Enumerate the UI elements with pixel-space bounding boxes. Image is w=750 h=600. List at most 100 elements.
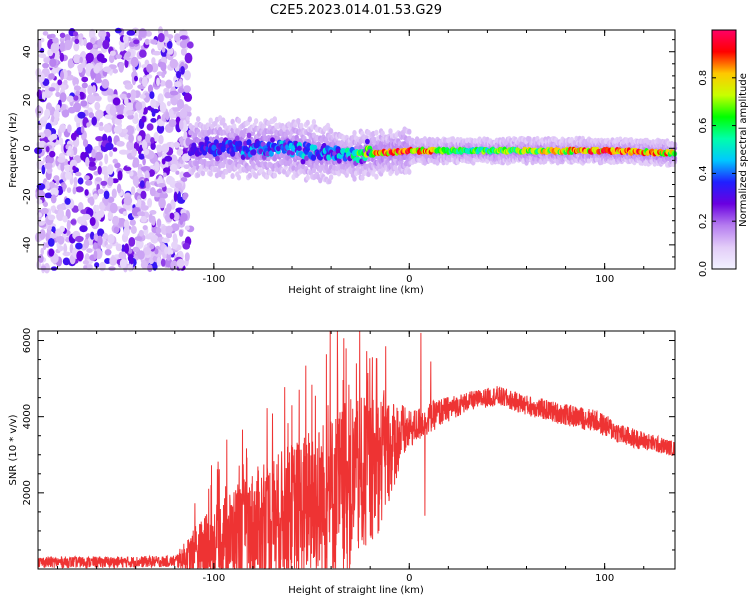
snr-frame	[37, 330, 676, 570]
spectrogram-cell	[129, 219, 136, 226]
spectrogram-cell	[68, 106, 76, 114]
spectrogram-cell	[101, 78, 110, 89]
spectrogram-cell	[165, 175, 175, 185]
snr-x-label: Height of straight line (km)	[288, 585, 424, 596]
spectrogram-cell	[80, 125, 85, 134]
spectrogram-cell	[166, 40, 173, 49]
spectrogram-cell	[180, 48, 187, 56]
spectrogram-cell	[99, 261, 106, 272]
spectrogram-cell	[310, 154, 317, 161]
spectrogram-cell	[173, 191, 178, 203]
spectrogram-cell	[149, 187, 156, 197]
spectrogram-cell	[93, 65, 100, 74]
spectrogram-cell	[77, 63, 83, 73]
spectrogram-cell	[114, 27, 122, 34]
spectrogram-y-tick-label: 20	[22, 94, 33, 107]
spectrogram-cell	[59, 37, 65, 43]
spectrogram-cell	[251, 149, 257, 156]
spectrogram-cell	[50, 42, 59, 54]
spectrogram-cell	[374, 129, 379, 136]
spectrogram-cell	[94, 101, 101, 111]
spectrogram-cell	[208, 117, 213, 124]
spectrogram-cell	[103, 190, 110, 200]
spectrogram-cell	[103, 198, 109, 206]
spectrogram-cell	[221, 117, 226, 124]
spectrogram-cell	[135, 101, 143, 111]
spectrogram-cell	[140, 190, 147, 200]
spectrogram-cell	[365, 138, 370, 145]
spectrogram-cell	[60, 103, 67, 111]
spectrogram-cell	[75, 242, 83, 250]
spectrogram-cell	[38, 254, 44, 263]
spectrogram-cell	[107, 93, 112, 103]
spectrogram-cell	[93, 146, 101, 151]
spectrogram-cell	[163, 167, 171, 173]
spectrogram-cell	[47, 238, 55, 247]
spectrogram-cell	[204, 136, 210, 142]
spectrogram-cell	[115, 243, 123, 252]
spectrogram-cell	[176, 70, 182, 79]
spectrogram-cell	[111, 178, 119, 184]
spectrogram-cell	[97, 228, 105, 237]
spectrogram-cell	[155, 227, 162, 234]
spectrogram-panel: -100 0 100 -40 -20 0 20 40 Height of straight …	[8, 26, 678, 296]
spectrogram-cell	[129, 257, 134, 265]
spectrogram-cell	[156, 77, 160, 87]
spectrogram-cell	[90, 37, 96, 45]
spectrogram-cell	[91, 85, 97, 94]
spectrogram-cell	[141, 76, 148, 87]
spectrogram-cell	[184, 52, 193, 64]
spectrogram-cell	[76, 250, 84, 262]
spectrogram-cell	[112, 68, 119, 74]
colorbar-gradient	[712, 30, 736, 269]
spectrogram-cell	[67, 60, 74, 69]
spectrogram-cell	[42, 31, 49, 36]
spectrogram-cell	[305, 174, 310, 181]
spectrogram-cell	[180, 212, 188, 222]
spectrogram-cell	[144, 170, 150, 181]
spectrogram-cell	[132, 157, 140, 168]
spectrogram-cell	[182, 242, 190, 250]
spectrogram-cell	[123, 219, 130, 231]
spectrogram-cell	[215, 155, 220, 162]
spectrogram-cell	[104, 249, 112, 256]
spectrogram-cell	[371, 170, 376, 177]
spectrogram-cell	[156, 256, 162, 268]
spectrogram-cell	[211, 144, 217, 151]
spectrogram-cell	[145, 133, 151, 143]
spectrogram-cell	[49, 58, 57, 67]
spectrogram-cell	[66, 187, 72, 194]
spectrogram-cell	[192, 131, 198, 138]
spectrogram-cell	[117, 170, 123, 181]
spectrogram-cell	[99, 121, 104, 127]
spectrogram-cell	[138, 153, 145, 160]
spectrogram-cell	[97, 235, 103, 247]
spectrogram-cell	[182, 119, 187, 131]
colorbar: 0.0 0.2 0.4 0.6 0.8 Normalized spectral ampl…	[698, 29, 749, 277]
snr-x-ticks: -100 0 100	[57, 331, 645, 584]
spectrogram-cell	[93, 95, 102, 101]
spectrogram-x-ticks: -100 0 100	[57, 30, 645, 285]
spectrogram-cell	[59, 41, 65, 52]
spectrogram-cell	[92, 193, 98, 200]
spectrogram-cell	[59, 123, 66, 133]
spectrogram-cell	[73, 95, 79, 101]
spectrogram-cell	[51, 226, 56, 233]
spectrogram-cell	[80, 100, 88, 107]
spectrogram-cell	[121, 244, 126, 253]
spectrogram-cell	[123, 226, 130, 237]
spectrogram-cell	[119, 44, 125, 52]
spectrogram-cell	[73, 176, 78, 186]
spectrogram-cell	[45, 146, 50, 153]
colorbar-ticks: 0.0 0.2 0.4 0.6 0.8	[698, 70, 736, 277]
colorbar-frame	[711, 29, 737, 270]
spectrogram-cell	[246, 132, 252, 139]
spectrogram-cell	[60, 70, 64, 81]
spectrogram-cell	[160, 258, 166, 267]
spectrogram-cell	[116, 114, 125, 120]
spectrogram-cell	[90, 231, 95, 240]
spectrogram-cell	[75, 171, 82, 177]
spectrogram-cell	[85, 63, 94, 70]
spectrogram-cell	[230, 118, 235, 125]
